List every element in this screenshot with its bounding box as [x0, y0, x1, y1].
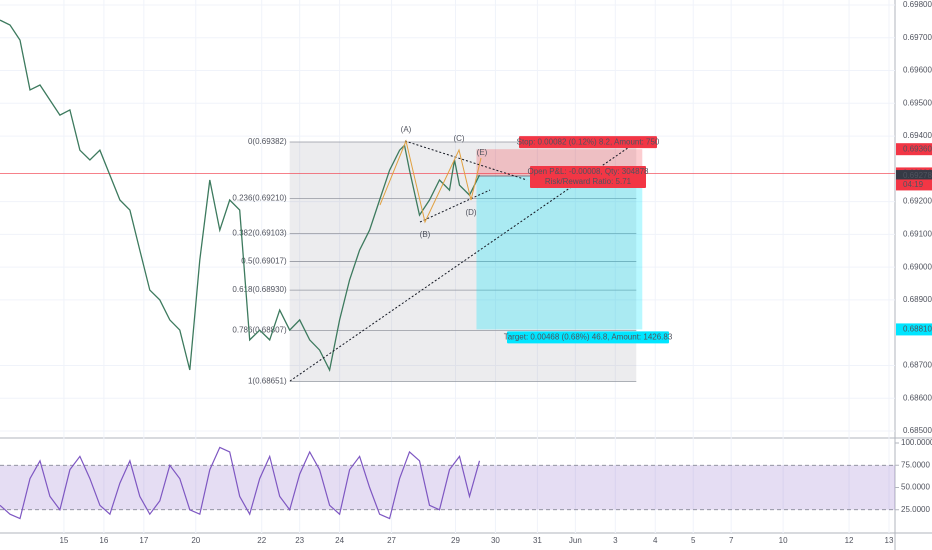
x-tick-label: 23 [295, 536, 304, 545]
x-tick-label: 13 [885, 536, 894, 545]
osc-tick-label: 100.0000 [901, 438, 932, 447]
pnl-text: Open P&L: -0.00008, Qty: 304878 [528, 167, 650, 176]
x-tick-label: 4 [653, 536, 658, 545]
y-tick-label: 0.68700 [903, 361, 932, 370]
x-tick-label: 31 [533, 536, 542, 545]
x-tick-label: 30 [491, 536, 500, 545]
y-tick-label: 0.69600 [903, 66, 932, 75]
wave-label: (B) [420, 230, 431, 239]
wave-label: (D) [465, 208, 476, 217]
price-label-bg [896, 323, 932, 336]
x-tick-label: 15 [59, 536, 68, 545]
price-label: 0.69360 [903, 144, 932, 153]
fib-label: 0(0.69382) [248, 137, 287, 146]
oscillator-line [0, 446, 481, 520]
target-text-bg [507, 331, 669, 344]
y-tick-label: 0.69200 [903, 197, 932, 206]
stop-text-bg [519, 136, 657, 149]
wave-label: (E) [477, 148, 488, 157]
countdown: 04:19 [903, 180, 924, 189]
stop-text: Stop: 0.00082 (0.12%) 8.2, Amount: 750 [517, 137, 660, 146]
x-tick-label: 29 [451, 536, 460, 545]
y-tick-label: 0.68600 [903, 393, 932, 402]
osc-tick-label: 25.0000 [901, 505, 930, 514]
osc-tick-label: 75.0000 [901, 460, 930, 469]
price-label-bg [896, 170, 932, 183]
fib-label: 1(0.68651) [248, 377, 287, 386]
wave-label: (A) [401, 125, 412, 134]
osc-tick-label: 50.0000 [901, 483, 930, 492]
x-tick-label: 5 [691, 536, 696, 545]
x-tick-label: 7 [729, 536, 734, 545]
y-tick-label: 0.69000 [903, 262, 932, 271]
x-tick-label: 27 [387, 536, 396, 545]
y-tick-label: 0.68500 [903, 426, 932, 435]
target-text: Target: 0.00468 (0.68%) 46.8, Amount: 14… [504, 333, 673, 342]
x-tick-label: 16 [99, 536, 108, 545]
price-label: 0.68810 [903, 325, 932, 334]
pnl-bg [530, 166, 646, 189]
x-tick-label: 17 [139, 536, 148, 545]
oscillator-band [0, 465, 895, 510]
ratio-text: Risk/Reward Ratio: 5.71 [545, 177, 632, 186]
fib-label: 0.5(0.69017) [241, 257, 287, 266]
x-tick-label: 12 [845, 536, 854, 545]
x-tick-label: 24 [335, 536, 344, 545]
fib-label: 0.236(0.69210) [232, 193, 287, 202]
y-tick-label: 0.69400 [903, 131, 932, 140]
y-tick-label: 0.69800 [903, 0, 932, 9]
x-tick-label: 22 [257, 536, 266, 545]
x-tick-label: Jun [569, 536, 582, 545]
x-tick-label: 3 [613, 536, 618, 545]
trend-line [404, 140, 528, 181]
fib-label: 0.618(0.68930) [232, 285, 287, 294]
wave-line [379, 139, 482, 224]
y-tick-label: 0.69500 [903, 98, 932, 107]
x-tick-label: 10 [779, 536, 788, 545]
y-tick-label: 0.68900 [903, 295, 932, 304]
target-zone [476, 176, 643, 330]
y-tick-label: 0.69100 [903, 229, 932, 238]
countdown-bg [896, 179, 932, 191]
price-label: 0.69278 [903, 171, 932, 180]
price-line [0, 19, 481, 372]
price-label-bg [896, 143, 932, 156]
x-tick-label: 20 [191, 536, 200, 545]
trend-line [419, 189, 491, 223]
y-tick-label: 0.69700 [903, 33, 932, 42]
fib-label: 0.382(0.69103) [232, 229, 287, 238]
wave-label: (C) [453, 134, 464, 143]
